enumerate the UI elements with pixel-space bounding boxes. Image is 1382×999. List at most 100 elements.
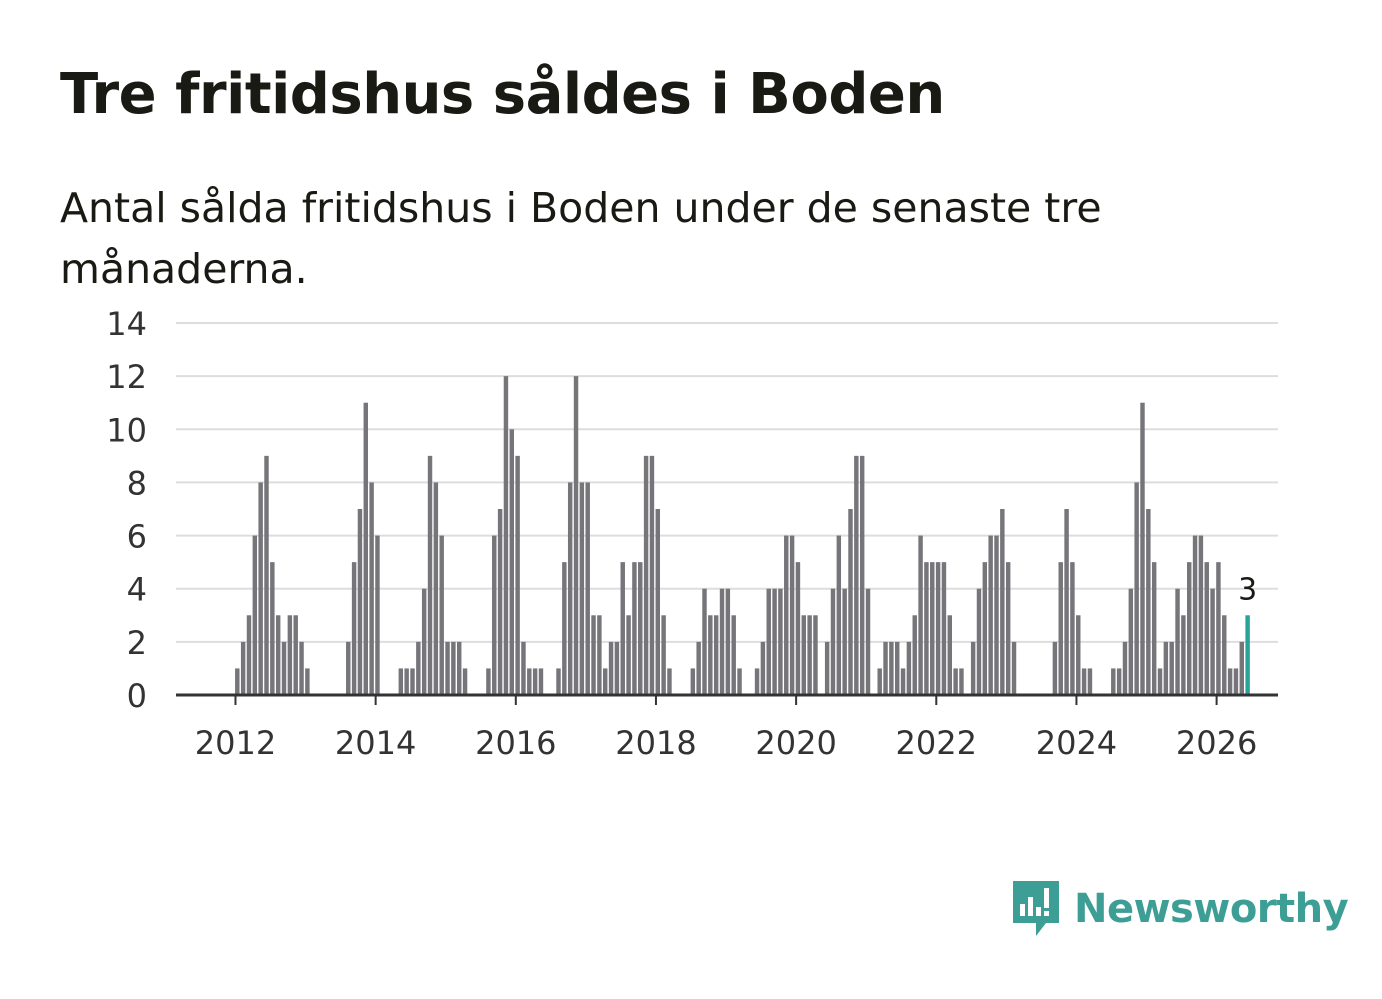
bar [1163, 641, 1169, 695]
bar [737, 668, 742, 695]
bar [492, 535, 497, 695]
x-tick-label: 2026 [1176, 724, 1257, 762]
bar [795, 562, 801, 695]
bar [357, 509, 363, 695]
bar [1175, 588, 1180, 695]
bar [760, 641, 766, 695]
bar [252, 535, 258, 695]
bar [427, 455, 433, 695]
bar [275, 615, 281, 695]
bar [953, 668, 958, 695]
bar [854, 455, 859, 695]
bar [918, 535, 923, 695]
bar [1181, 615, 1186, 695]
bar [649, 455, 655, 695]
bar [1070, 562, 1075, 695]
bar [567, 482, 573, 695]
brand-name: Newsworthy [1074, 886, 1349, 932]
bar [959, 668, 964, 695]
bar [573, 376, 579, 695]
bar [1134, 482, 1139, 695]
bar [976, 588, 982, 695]
bar [457, 641, 462, 695]
y-tick-label: 6 [127, 518, 147, 556]
y-tick-label: 14 [106, 305, 147, 343]
bar [1081, 668, 1087, 695]
bar [235, 668, 240, 695]
bar [930, 562, 935, 695]
bar [410, 668, 415, 695]
highlight-value-label: 3 [1238, 572, 1257, 607]
data-labels: 3 [1238, 572, 1257, 607]
bar [643, 455, 649, 695]
bar [877, 668, 882, 695]
chart-subtitle: Antal sålda fritidshus i Boden under de … [60, 184, 1102, 293]
bar [1198, 535, 1204, 695]
bar [1222, 615, 1227, 695]
bar [439, 535, 444, 695]
bar [462, 668, 468, 695]
bar [451, 641, 456, 695]
bar [264, 455, 269, 695]
bar [994, 535, 999, 695]
bar [900, 668, 906, 695]
bar [725, 588, 731, 695]
bar [912, 615, 917, 695]
bar [404, 668, 409, 695]
bar [638, 562, 643, 695]
bar [690, 668, 696, 695]
bar [532, 668, 538, 695]
x-tick-label: 2012 [195, 724, 276, 762]
bar [1000, 509, 1005, 695]
bar [1216, 562, 1221, 695]
y-tick-label: 8 [127, 464, 147, 502]
newsworthy-logo: Newsworthy [1010, 878, 1349, 940]
bar [784, 535, 789, 695]
bar [859, 455, 865, 695]
bar [1239, 641, 1244, 695]
bar [1111, 668, 1116, 695]
bar [1151, 562, 1157, 695]
bar [421, 588, 427, 695]
bar [924, 562, 929, 695]
bar [626, 615, 631, 695]
bar [503, 376, 509, 695]
x-tick-label: 2020 [755, 724, 836, 762]
highlight-bar [1245, 615, 1250, 695]
bar [1187, 562, 1192, 695]
x-tick-label: 2024 [1036, 724, 1117, 762]
bar [1011, 641, 1017, 695]
bar [1128, 588, 1134, 695]
bar [719, 588, 725, 695]
bar [906, 641, 912, 695]
bar [416, 641, 421, 695]
x-axis-ticks: 2012 2014 2016 2018 2020 2022 2024 2026 [195, 695, 1257, 762]
bar [754, 668, 760, 695]
bar [1005, 562, 1011, 695]
x-tick-label: 2014 [335, 724, 416, 762]
bar [824, 641, 830, 695]
bar [696, 641, 701, 695]
bar [515, 455, 520, 695]
bar [836, 535, 842, 695]
bar [1122, 641, 1128, 695]
x-tick-label: 2018 [615, 724, 696, 762]
bar [661, 615, 666, 695]
bar [702, 588, 707, 695]
bar [1058, 562, 1063, 695]
bar [947, 615, 952, 695]
bar [305, 668, 310, 695]
bar [667, 668, 672, 695]
chart-title: Tre fritidshus såldes i Boden [60, 62, 945, 127]
y-tick-label: 0 [127, 677, 147, 715]
bar [556, 668, 561, 695]
bar [982, 562, 988, 695]
y-tick-label: 10 [106, 411, 147, 449]
bar [521, 641, 526, 695]
bar [486, 668, 491, 695]
bar [713, 615, 719, 695]
bar [369, 482, 374, 695]
bar [445, 641, 450, 695]
x-tick-label: 2022 [896, 724, 977, 762]
